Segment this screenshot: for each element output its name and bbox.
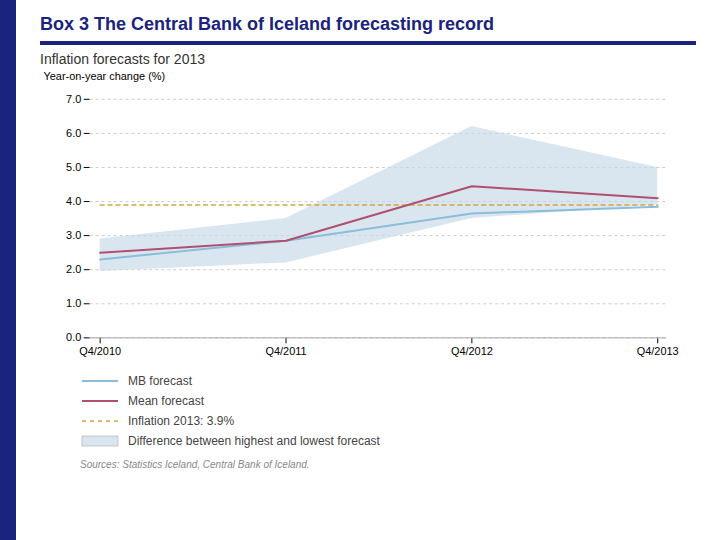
html-text:Inflation forecasts for 2013: Inflation forecasts for 2013	[40, 51, 205, 67]
svg-text:5.0: 5.0	[66, 161, 81, 173]
svg-text:Q4/2013: Q4/2013	[637, 345, 679, 357]
svg-text:4.0: 4.0	[66, 195, 81, 207]
html-text:Inflation 2013: 3.9%: Inflation 2013: 3.9%	[128, 414, 235, 429]
svg-text:Year-on-year change (%): Year-on-year change (%)	[43, 70, 165, 82]
html-text:Mean forecast: Mean forecast	[128, 394, 204, 409]
svg-text:2.0: 2.0	[66, 263, 81, 275]
svg-text:Q4/2012: Q4/2012	[451, 345, 493, 357]
html-text:MB forecast: MB forecast	[128, 374, 192, 389]
svg-text:Q4/2010: Q4/2010	[79, 345, 121, 357]
svg-text:3.0: 3.0	[66, 229, 81, 241]
html-text:Difference between highest and: Difference between highest and lowest fo…	[128, 434, 380, 449]
svg-text:1.0: 1.0	[66, 297, 81, 309]
svg-text:Q4/2011: Q4/2011	[265, 345, 306, 357]
svg-text:7.0: 7.0	[66, 93, 81, 105]
html-text:Box 3 The Central Bank of Icel: Box 3 The Central Bank of Iceland foreca…	[40, 14, 495, 34]
svg-text:6.0: 6.0	[66, 127, 81, 139]
svg-text:0.0: 0.0	[66, 331, 81, 343]
html-text:Sources: Statistics Iceland, C: Sources: Statistics Iceland, Central Ban…	[80, 459, 310, 471]
